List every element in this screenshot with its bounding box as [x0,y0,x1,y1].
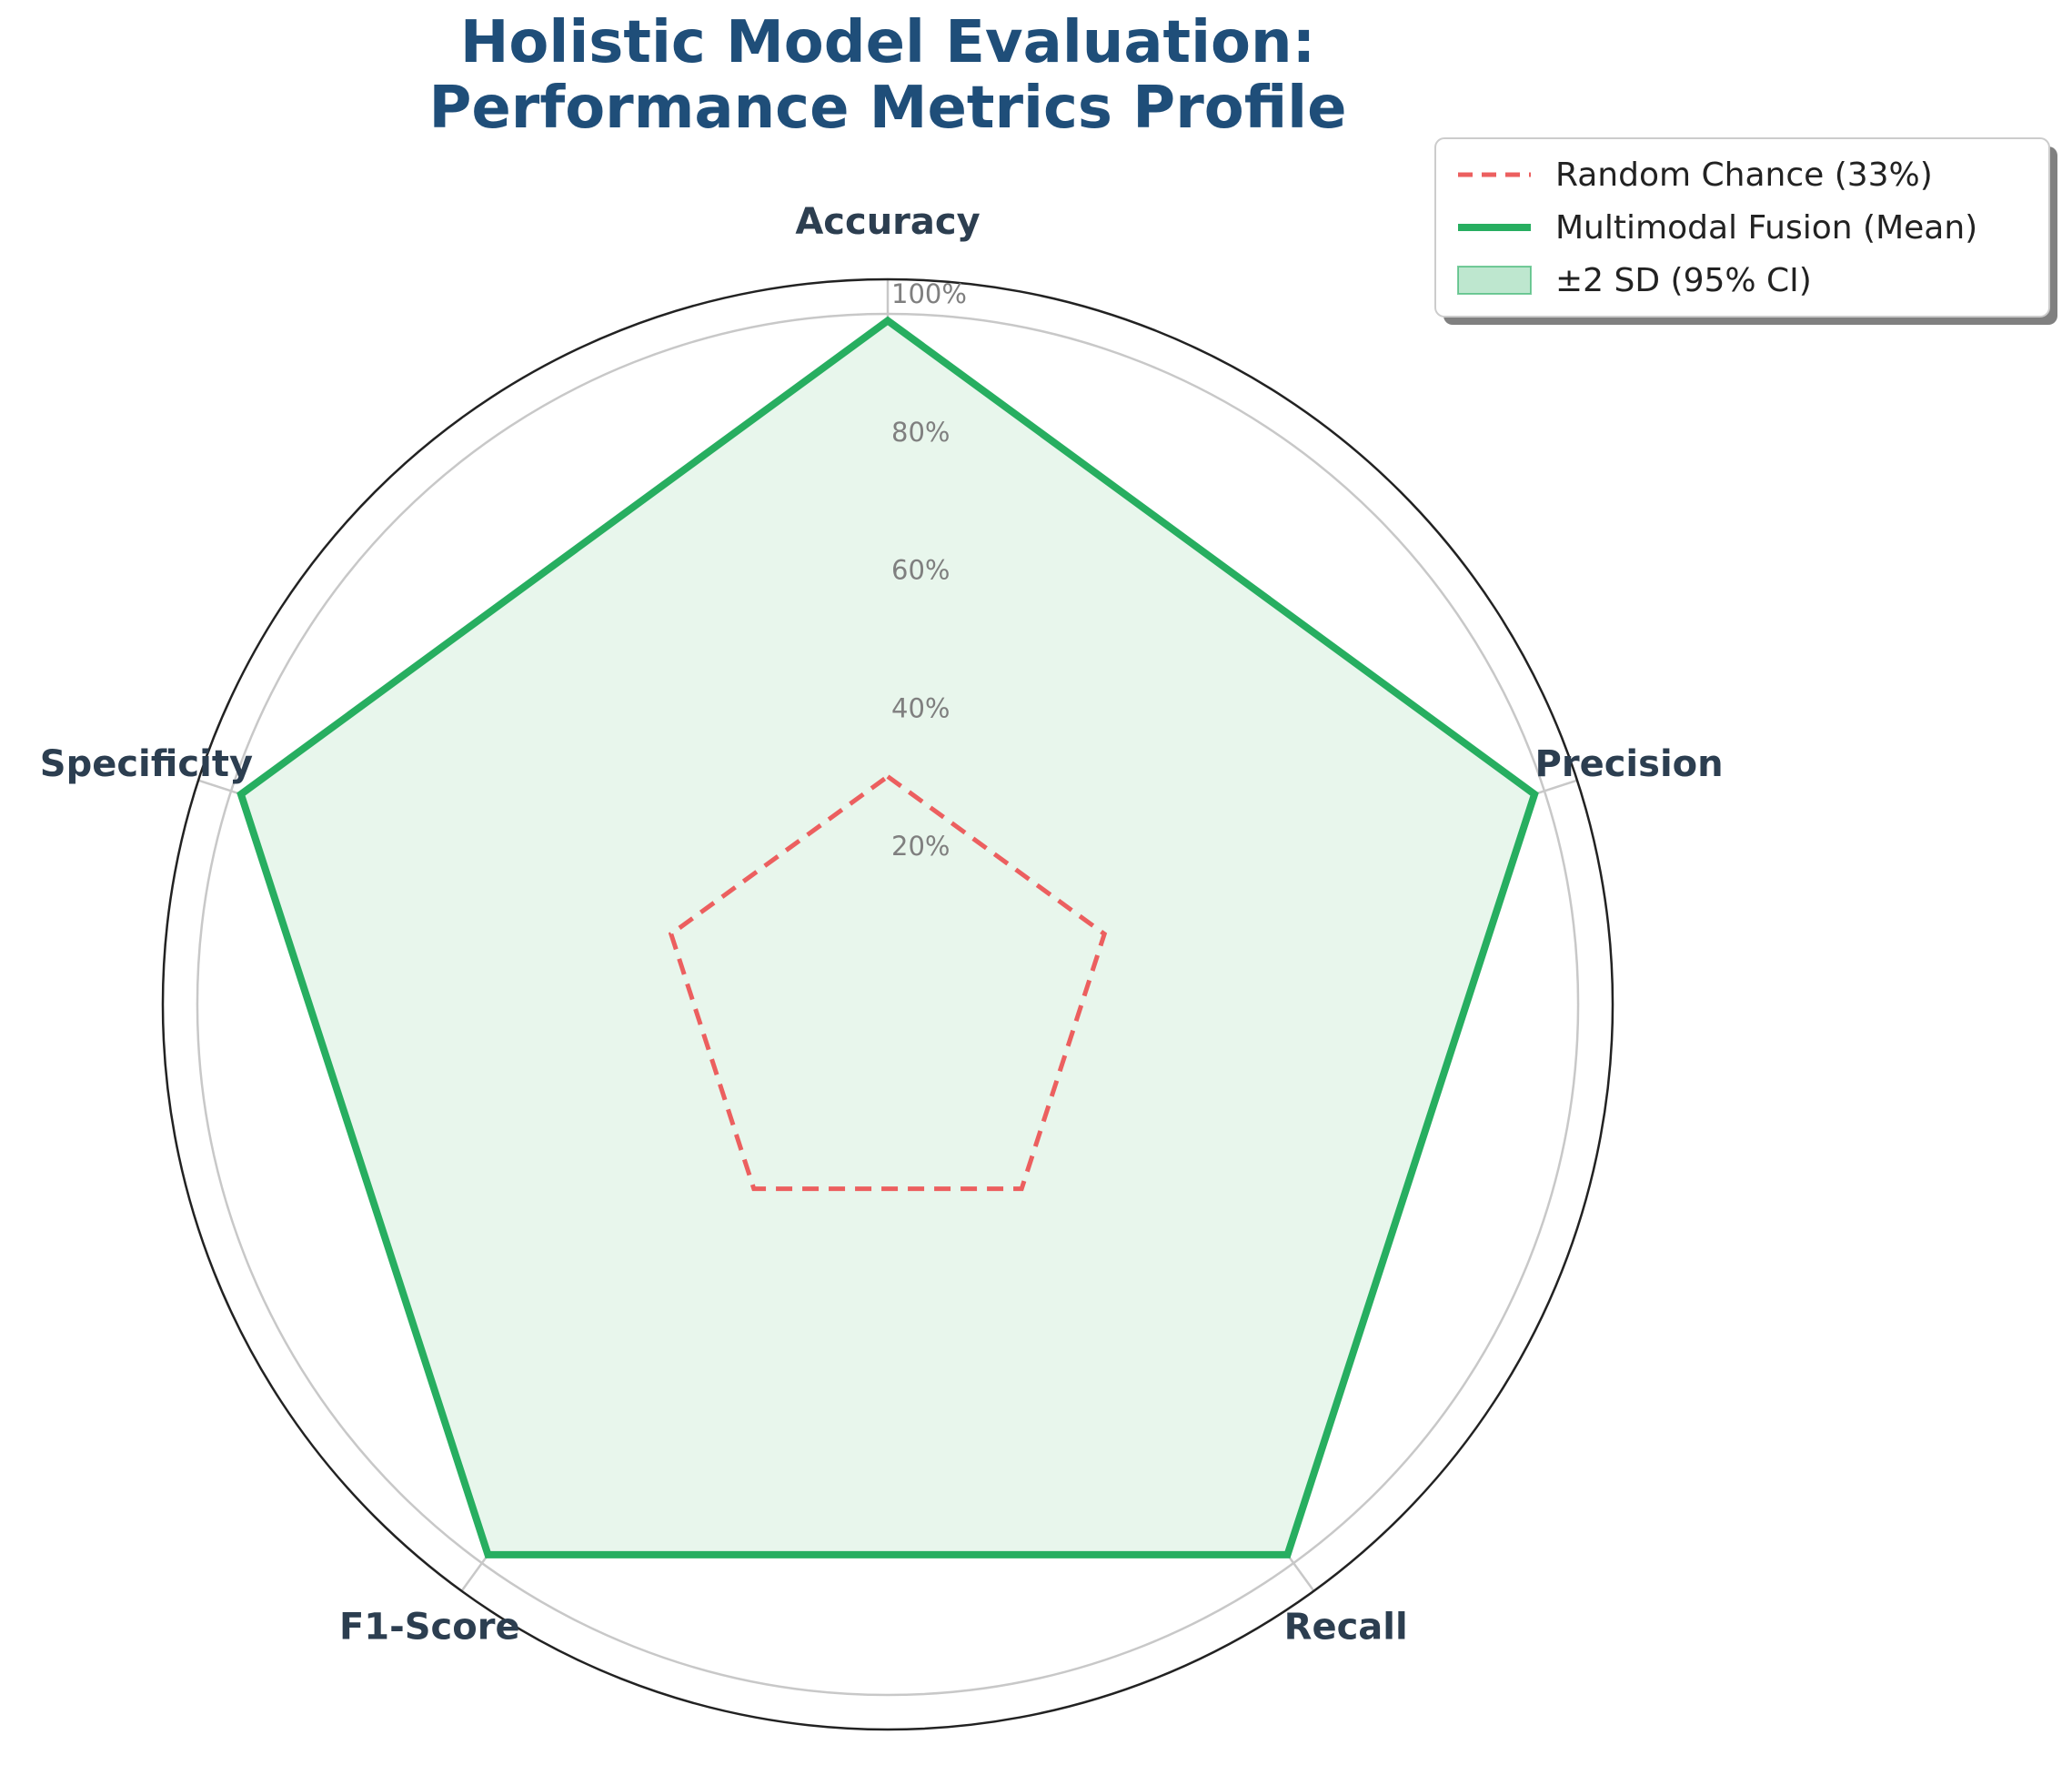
random-chance-line [668,773,1108,1192]
radial-tick-label: 60% [891,555,950,586]
legend-swatch-ci-band [1457,266,1532,295]
axis-labels: Accuracy Precision Recall F1-Score Specifici… [40,201,1724,1648]
axis-label-f1-score: F1-Score [339,1606,520,1648]
outer-ring [161,277,1614,1731]
legend-box [1434,137,2050,318]
radial-tick-label: 100% [891,278,967,309]
series-fill [240,320,1535,1555]
legend-label-multimodal-fusion: Multimodal Fusion (Mean) [1555,209,1977,247]
chart-title-line-1: Holistic Model Evaluation: [460,9,1315,76]
series-lines [236,316,1539,1558]
axis-label-precision: Precision [1535,743,1724,785]
axis-label-accuracy: Accuracy [795,201,980,243]
chart-title-line-2: Performance Metrics Profile [428,75,1346,142]
radial-tick-label: 20% [891,831,950,862]
radial-tick-label: 40% [891,692,950,723]
legend-label-ci-band: ±2 SD (95% CI) [1555,262,1812,299]
mean-area-fill [240,320,1535,1555]
legend: Random Chance (33%) Multimodal Fusion (Me… [1434,137,2057,325]
legend-label-random-chance: Random Chance (33%) [1555,156,1933,194]
radial-tick-labels: 20% 40% 60% 80% 100% [891,278,967,862]
axis-label-specificity: Specificity [40,743,253,785]
multimodal-fusion-line [236,316,1539,1558]
radial-tick-label: 80% [891,417,950,448]
axis-label-recall: Recall [1284,1606,1408,1648]
chart-title: Holistic Model Evaluation: Performance M… [428,9,1346,142]
